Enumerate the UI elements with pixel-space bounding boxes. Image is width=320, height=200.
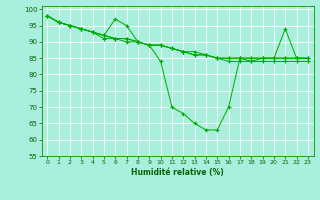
- X-axis label: Humidité relative (%): Humidité relative (%): [131, 168, 224, 177]
